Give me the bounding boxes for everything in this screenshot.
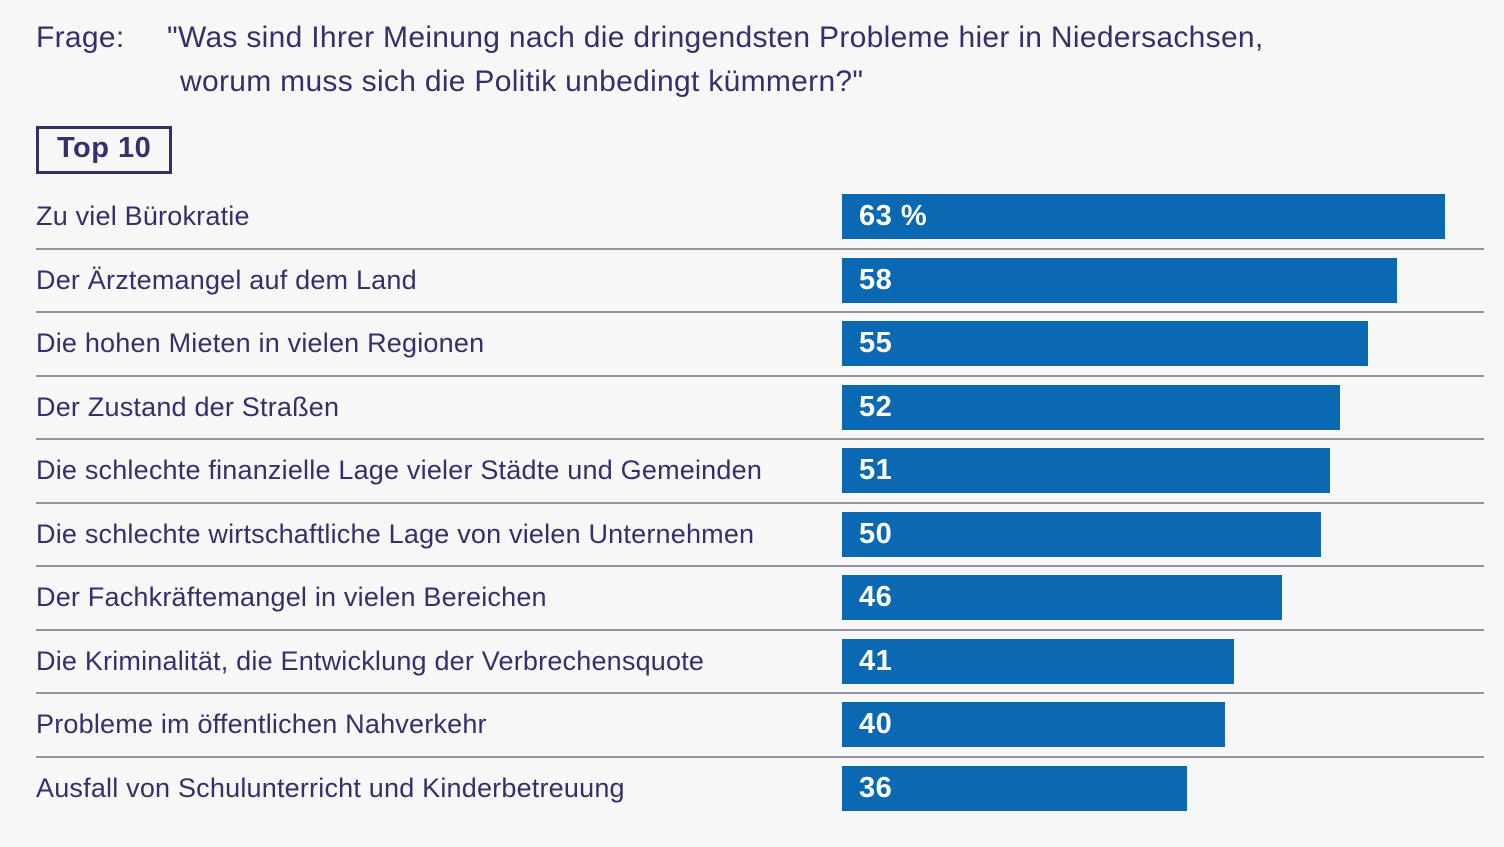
category-label: Die schlechte wirtschaftliche Lage von v… (36, 518, 755, 549)
value-label: 41 (859, 644, 893, 677)
value-label: 58 (859, 263, 893, 296)
question-text: "Was sind Ihrer Meinung nach die dringen… (167, 16, 1264, 104)
category-label: Die schlechte finanzielle Lage vieler St… (36, 455, 763, 486)
question-line2: worum muss sich die Politik unbedingt kü… (180, 65, 864, 98)
value-bar: 51 (842, 448, 1330, 494)
chart-row: Ausfall von Schulunterricht und Kinderbe… (0, 757, 1504, 821)
chart-row: Die schlechte wirtschaftliche Lage von v… (0, 503, 1504, 567)
chart-row: Die schlechte finanzielle Lage vieler St… (0, 439, 1504, 503)
value-label: 55 (859, 327, 893, 360)
value-label: 50 (859, 517, 893, 550)
value-bar: 40 (842, 702, 1225, 748)
chart-row: Probleme im öffentlichen Nahverkehr 40 (0, 693, 1504, 757)
value-label: 63 % (859, 200, 928, 233)
category-label: Die Kriminalität, die Entwicklung der Ve… (36, 645, 705, 676)
value-bar: 63 % (842, 194, 1445, 240)
value-bar: 58 (842, 257, 1397, 303)
category-label: Der Zustand der Straßen (36, 391, 340, 422)
category-label: Probleme im öffentlichen Nahverkehr (36, 709, 487, 740)
value-label: 40 (859, 708, 893, 741)
chart-row: Der Ärztemangel auf dem Land 58 (0, 249, 1504, 313)
value-label: 52 (859, 390, 893, 423)
chart-row: Die hohen Mieten in vielen Regionen 55 (0, 312, 1504, 376)
chart-row: Der Zustand der Straßen 52 (0, 376, 1504, 440)
value-bar: 55 (842, 321, 1368, 367)
category-label: Zu viel Bürokratie (36, 201, 250, 232)
category-label: Ausfall von Schulunterricht und Kinderbe… (36, 772, 625, 803)
category-label: Der Fachkräftemangel in vielen Bereichen (36, 582, 547, 613)
chart-row: Der Fachkräftemangel in vielen Bereichen… (0, 566, 1504, 630)
value-label: 46 (859, 581, 893, 614)
question-prefix: Frage: (36, 21, 125, 54)
category-label: Der Ärztemangel auf dem Land (36, 264, 417, 295)
category-label: Die hohen Mieten in vielen Regionen (36, 328, 485, 359)
value-bar: 50 (842, 511, 1321, 557)
bar-chart: Zu viel Bürokratie 63 % Der Ärztemangel au… (0, 185, 1504, 820)
value-label: 51 (859, 454, 893, 487)
question-header: Frage: "Was sind Ihrer Meinung nach die … (0, 0, 1504, 104)
value-bar: 52 (842, 384, 1340, 430)
top10-badge: Top 10 (36, 126, 173, 174)
chart-row: Zu viel Bürokratie 63 % (0, 185, 1504, 249)
value-bar: 46 (842, 575, 1282, 621)
value-bar: 36 (842, 765, 1187, 811)
value-label: 36 (859, 771, 893, 804)
value-bar: 41 (842, 638, 1234, 684)
question-line1: "Was sind Ihrer Meinung nach die dringen… (167, 21, 1264, 54)
chart-row: Die Kriminalität, die Entwicklung der Ve… (0, 630, 1504, 694)
